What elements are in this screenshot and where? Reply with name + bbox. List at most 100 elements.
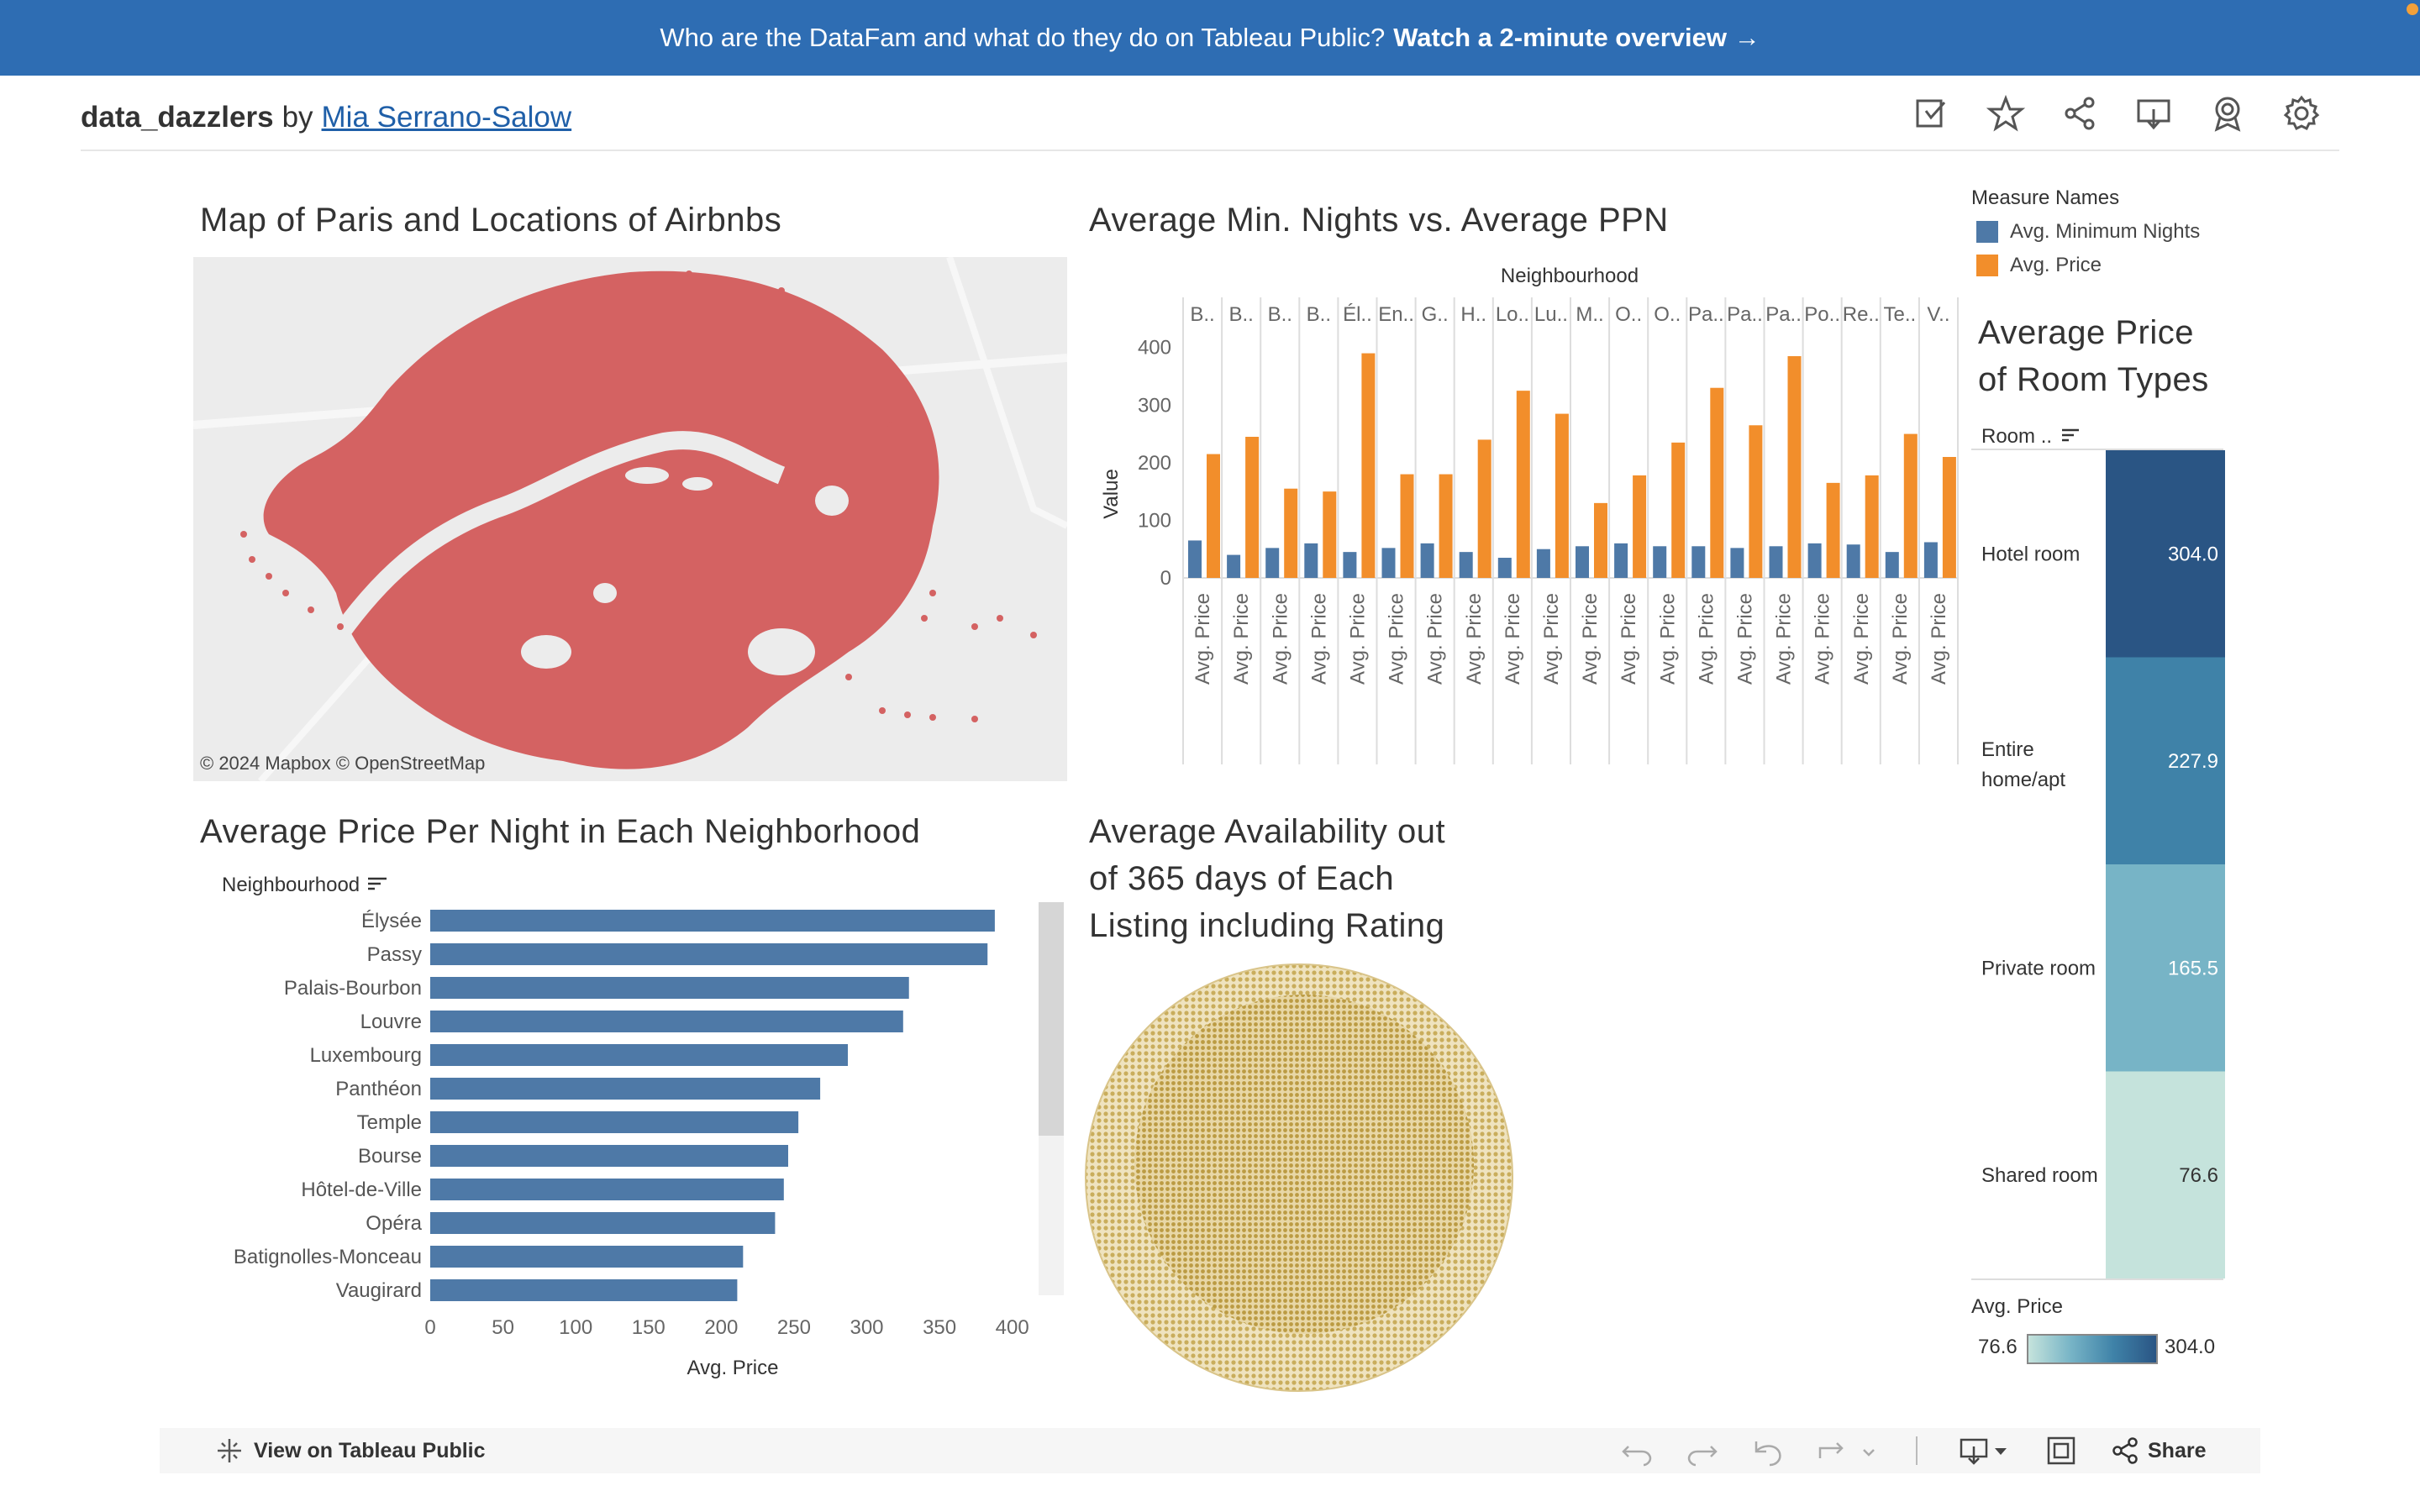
bar-avg-price[interactable] [1749,425,1763,578]
neighbourhood-column-label[interactable]: B.. [1268,303,1292,326]
price-bar[interactable] [430,1111,799,1133]
bar-avg-price[interactable] [1284,488,1298,578]
neighbourhood-column-label[interactable]: Pa.. [1688,303,1724,326]
bar-avg-price[interactable] [1400,474,1414,578]
neighbourhood-column-label[interactable]: V.. [1927,303,1949,326]
bar-min-nights[interactable] [1614,543,1628,578]
room-types-table[interactable]: Hotel room 304.0 Entire home/apt 227.9 Privat… [1971,450,2227,1278]
neighbourhood-row-label[interactable]: Passy [367,943,422,966]
bar-min-nights[interactable] [1381,548,1396,578]
neighbourhood-column-label[interactable]: Te.. [1884,303,1917,326]
banner-link[interactable]: Watch a 2-minute overview → [1393,23,1760,52]
download-menu-icon[interactable] [1958,1436,2012,1471]
neighbourhood-column-label[interactable]: Re.. [1843,303,1880,326]
undo-icon[interactable] [1620,1438,1654,1471]
price-bar[interactable] [430,1011,903,1032]
bar-avg-price[interactable] [1555,413,1569,578]
legend-item-min-nights[interactable]: Avg. Minimum Nights [1976,220,2200,244]
neighbourhood-column-label[interactable]: M.. [1576,303,1603,326]
price-bar[interactable] [430,1179,784,1200]
neighbourhood-column-label[interactable]: Él.. [1343,303,1372,326]
neighbourhood-row-label[interactable]: Temple [357,1111,422,1134]
bar-min-nights[interactable] [1536,549,1550,578]
bar-avg-price[interactable] [1942,457,1956,578]
view-on-tableau-public[interactable]: View on Tableau Public [215,1436,486,1465]
bar-avg-price[interactable] [1207,454,1220,578]
bar-min-nights[interactable] [1691,546,1706,578]
neighbourhood-row-label[interactable]: Vaugirard [336,1279,422,1302]
bar-avg-price[interactable] [1710,387,1724,578]
bar-min-nights[interactable] [1730,548,1744,578]
bar-avg-price[interactable] [1903,433,1918,578]
bar-avg-price[interactable] [1671,442,1686,578]
bar-min-nights[interactable] [1420,543,1434,578]
neighbourhood-column-label[interactable]: O.. [1654,303,1681,326]
room-column-header[interactable]: Room .. [1981,425,2080,449]
price-bar[interactable] [430,943,988,965]
download-icon[interactable] [2134,94,2173,133]
bar-avg-price[interactable] [1787,356,1802,578]
price-bar[interactable] [430,1044,848,1066]
bar-min-nights[interactable] [1769,546,1783,578]
bar-min-nights[interactable] [1846,544,1860,578]
neighbourhood-column-label[interactable]: B.. [1307,303,1331,326]
neighbourhood-column-label[interactable]: B.. [1228,303,1253,326]
price-bar[interactable] [430,1078,821,1100]
bar-min-nights[interactable] [1227,554,1241,578]
share-icon[interactable] [2060,94,2099,133]
paris-map[interactable]: © 2024 Mapbox © OpenStreetMap [193,257,1067,781]
badge-icon[interactable] [2208,94,2247,133]
price-bar[interactable] [430,1246,744,1268]
neighborhood-price-chart[interactable]: Élysée Passy Palais-Bourbon Louvre Luxembour… [193,899,1067,1386]
bar-avg-price[interactable] [1594,502,1607,578]
neighbourhood-column-label[interactable]: H.. [1460,303,1486,326]
gear-icon[interactable] [2282,94,2321,133]
price-bar[interactable] [430,1212,776,1234]
neighbourhood-column-label[interactable]: Lu.. [1534,303,1568,326]
neighbourhood-row-label[interactable]: Bourse [358,1145,422,1168]
neighbourhood-row-label[interactable]: Palais-Bourbon [284,977,422,1000]
bar-min-nights[interactable] [1653,546,1667,578]
bar-min-nights[interactable] [1343,552,1357,578]
sort-icon[interactable] [2062,425,2080,449]
bar-avg-price[interactable] [1361,353,1376,578]
bar-avg-price[interactable] [1323,491,1337,578]
neighbourhood-column-label[interactable]: Pa.. [1727,303,1763,326]
neighbourhood-column-label[interactable]: Po.. [1804,303,1840,326]
price-bar[interactable] [430,977,909,999]
neighbourhood-row-label[interactable]: Hôtel-de-Ville [301,1179,422,1201]
room-type-cell[interactable] [2106,864,2225,1072]
sort-icon[interactable] [368,874,387,897]
bar-min-nights[interactable] [1923,542,1938,578]
fullscreen-icon[interactable] [2045,1435,2077,1471]
announcement-banner[interactable]: Who are the DataFam and what do they do … [0,0,2420,76]
bar-min-nights[interactable] [1807,543,1822,578]
bar-avg-price[interactable] [1826,482,1840,578]
bar-avg-price[interactable] [1865,475,1879,578]
min-nights-chart[interactable]: Neighbourhood Value 0 100 200 300 400 B.. B..… [1089,252,1963,790]
neighbourhood-axis-header[interactable]: Neighbourhood [222,874,387,897]
bar-avg-price[interactable] [1477,439,1491,578]
bar-avg-price[interactable] [1516,391,1530,578]
neighbourhood-row-label[interactable]: Opéra [366,1212,422,1235]
price-bar[interactable] [430,1279,738,1301]
bar-min-nights[interactable] [1304,543,1318,578]
bar-avg-price[interactable] [1439,474,1453,578]
price-bar[interactable] [430,910,995,932]
price-bar[interactable] [430,1145,788,1167]
room-type-cell[interactable] [2106,1071,2225,1279]
redo-icon[interactable] [1686,1438,1719,1471]
neighbourhood-row-label[interactable]: Batignolles-Monceau [234,1246,422,1268]
bar-min-nights[interactable] [1497,558,1512,578]
legend-item-price[interactable]: Avg. Price [1976,254,2102,277]
neighbourhood-column-label[interactable]: Pa.. [1765,303,1802,326]
map-attribution[interactable]: © 2024 Mapbox © OpenStreetMap [200,753,486,774]
bar-avg-price[interactable] [1633,475,1647,578]
neighbourhood-row-label[interactable]: Luxembourg [310,1044,422,1067]
neighbourhood-row-label[interactable]: Louvre [360,1011,422,1033]
bar-min-nights[interactable] [1885,552,1899,578]
availability-packed-bubbles[interactable] [1082,963,1519,1393]
bar-min-nights[interactable] [1459,552,1473,578]
room-type-cell[interactable] [2106,450,2225,658]
neighbourhood-column-label[interactable]: Lo.. [1496,303,1529,326]
